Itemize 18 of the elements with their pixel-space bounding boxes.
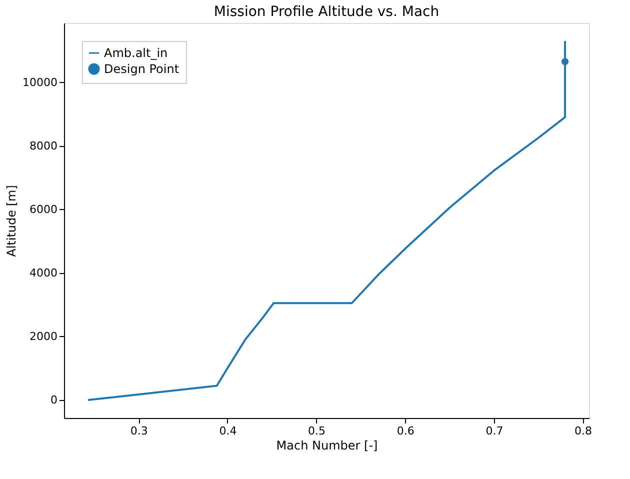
line-series — [86, 40, 566, 402]
x-tick-label: 0.8 — [574, 424, 592, 438]
y-tick-label: 4000 — [30, 266, 58, 280]
x-tick-label: 0.4 — [219, 424, 237, 438]
x-tick-label: 0.5 — [308, 424, 326, 438]
y-tick-label: 6000 — [30, 202, 58, 216]
y-tick-label: 2000 — [30, 330, 58, 343]
legend-label: Amb.alt_in — [104, 46, 168, 60]
x-tick-label: 0.7 — [486, 424, 504, 438]
x-tick-label: 0.3 — [130, 424, 148, 438]
y-tick-label: 0 — [50, 394, 58, 407]
y-tick-label: 10000 — [22, 76, 58, 89]
x-tick-label: 0.6 — [396, 424, 414, 438]
legend-label: Design Point — [104, 62, 180, 76]
x-axis-title: Mach Number [-] — [276, 438, 378, 452]
y-tick-label: 8000 — [30, 139, 58, 152]
chart-title: Mission Profile Altitude vs. Mach — [214, 4, 440, 20]
y-axis-title: Altitude [m] — [4, 185, 19, 257]
